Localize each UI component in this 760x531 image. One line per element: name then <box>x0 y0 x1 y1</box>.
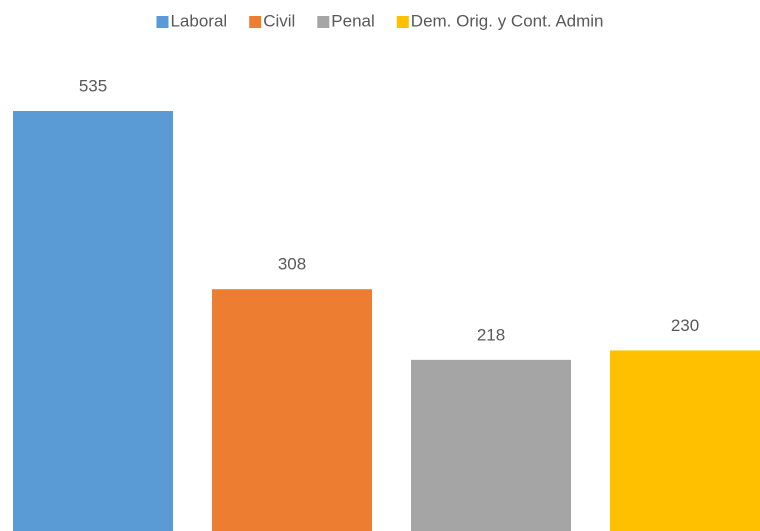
legend-label: Dem. Orig. y Cont. Admin <box>411 11 604 30</box>
legend: Laboral Civil Penal Dem. Orig. y Cont. Admi… <box>156 11 604 30</box>
legend-swatch <box>156 16 169 28</box>
data-label: 230 <box>671 316 699 335</box>
legend-swatch <box>396 16 409 28</box>
legend-label: Laboral <box>170 11 227 30</box>
bar <box>411 359 571 531</box>
legend-swatch <box>249 16 262 28</box>
legend-label: Civil <box>263 11 295 30</box>
bar <box>610 350 760 531</box>
bar <box>212 289 372 531</box>
data-label: 218 <box>477 325 505 344</box>
legend-swatch <box>317 16 330 28</box>
bar <box>13 111 173 531</box>
data-label: 308 <box>278 255 306 274</box>
data-label: 535 <box>79 76 107 95</box>
legend-label: Penal <box>331 11 374 30</box>
